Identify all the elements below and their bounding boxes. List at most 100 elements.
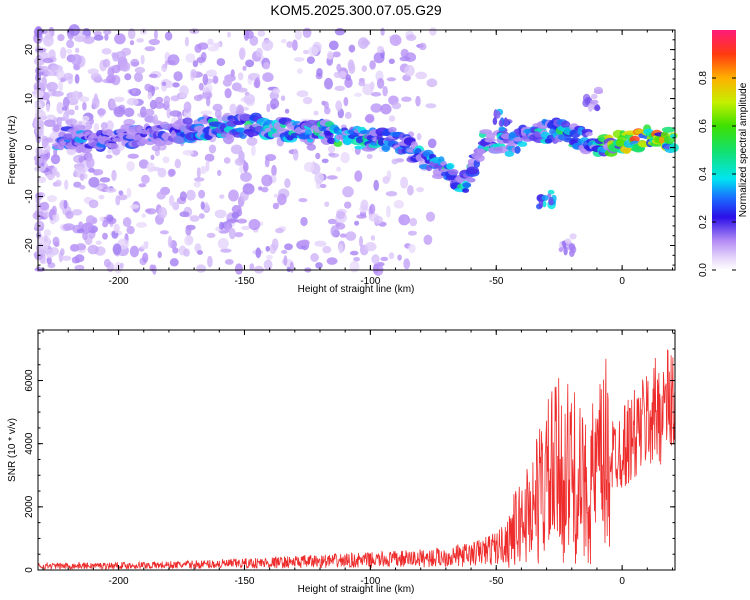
colorbar-ticks: 0.0 0.2 0.4 0.6 0.8 (698, 71, 736, 277)
colorbar-label: Normalized spectral amplitude (738, 82, 749, 217)
heat-cell (58, 80, 64, 92)
heat-cell (485, 132, 496, 141)
heat-cell (100, 122, 108, 130)
heat-cell (82, 101, 87, 111)
heat-cell (354, 170, 363, 182)
heat-cell (217, 169, 222, 176)
heat-cell (348, 63, 356, 74)
heat-cell (50, 30, 55, 37)
heat-cell (185, 225, 192, 236)
heat-cell (271, 164, 277, 177)
heat-cell (236, 218, 248, 224)
heat-cell (127, 28, 136, 40)
heat-cell (243, 29, 250, 41)
heat-cell (427, 138, 437, 149)
heat-cell (265, 154, 277, 161)
heat-cell (223, 157, 231, 164)
x-tick-label: -150 (234, 576, 254, 587)
heat-cell (298, 198, 308, 203)
heat-cell (93, 122, 100, 133)
heat-cell (416, 187, 424, 193)
heat-cell (196, 264, 207, 273)
heat-cell (64, 179, 69, 190)
heat-cell (353, 257, 360, 262)
heat-cell (289, 261, 294, 273)
heat-cell (251, 144, 256, 157)
heat-cell (118, 190, 124, 196)
x-tick-label: -100 (360, 576, 380, 587)
heat-cell (261, 186, 269, 193)
heat-cell (281, 249, 288, 254)
heat-cell (71, 209, 83, 216)
heat-cell (370, 92, 382, 97)
heat-cell (498, 126, 506, 132)
heat-cell (503, 118, 509, 127)
heat-cell (129, 40, 135, 46)
heat-cell (183, 101, 192, 113)
heat-cell (74, 264, 85, 271)
heat-cell (74, 105, 79, 111)
x-tick-label: 0 (619, 276, 625, 287)
heat-cell (74, 258, 81, 264)
heat-cell (41, 235, 51, 246)
snr-ylabel: SNR (10 * v/v) (7, 418, 18, 482)
heat-cell (159, 230, 169, 235)
heat-cell (98, 194, 105, 200)
heat-cell (43, 229, 52, 237)
heat-cell (200, 201, 205, 210)
heat-cell (568, 243, 576, 251)
y-tick-label: 6000 (24, 369, 35, 392)
heat-cell (46, 81, 58, 92)
heat-cell (170, 95, 180, 102)
heat-cell (345, 74, 351, 81)
heat-cell (196, 57, 206, 63)
heat-cell (56, 102, 64, 114)
heat-cell (126, 225, 135, 235)
heat-cell (61, 255, 72, 261)
heat-cell (172, 135, 186, 144)
heat-cell (198, 213, 205, 219)
heat-cell (231, 205, 242, 214)
heat-cell (254, 77, 261, 89)
heat-cell (585, 131, 593, 137)
heat-cell (144, 83, 152, 92)
snr-xlabel: Height of straight line (km) (298, 584, 415, 595)
heat-cell (82, 36, 95, 44)
heat-cell (217, 238, 229, 250)
heat-cell (386, 205, 391, 218)
heat-cell (214, 209, 227, 219)
heat-cell (35, 47, 47, 53)
heat-cell (157, 251, 162, 259)
heat-cell (103, 29, 112, 35)
heat-cell (106, 214, 114, 223)
heat-cell (92, 169, 104, 176)
x-tick-label: -200 (109, 576, 129, 587)
heat-cell (63, 111, 70, 121)
heat-cell (423, 234, 433, 245)
heat-cell (108, 143, 119, 150)
heat-cell (271, 238, 279, 251)
heat-cell (513, 137, 523, 142)
heat-cell (344, 111, 352, 119)
heat-cell (517, 141, 528, 147)
heat-cell (146, 162, 155, 173)
heat-cell (338, 243, 344, 254)
heat-cell (403, 216, 408, 226)
heat-cell (541, 195, 549, 201)
heat-cell (169, 258, 179, 267)
heat-cell (88, 167, 95, 173)
heat-cell (361, 65, 367, 72)
spectrogram-frame (37, 29, 676, 271)
heat-cell (425, 211, 436, 222)
heat-cell (172, 201, 180, 211)
heat-cell (391, 102, 402, 110)
heat-cell (198, 189, 206, 199)
heat-cell (105, 154, 113, 159)
heat-cell (148, 73, 158, 78)
y-tick-label: -10 (24, 189, 35, 204)
snr-ticks: -200 -150 -100 -50 0 0 2000 4000 6000 (24, 330, 675, 587)
heat-cell (207, 38, 214, 46)
heat-cell (369, 81, 375, 90)
heat-cell (446, 162, 455, 170)
